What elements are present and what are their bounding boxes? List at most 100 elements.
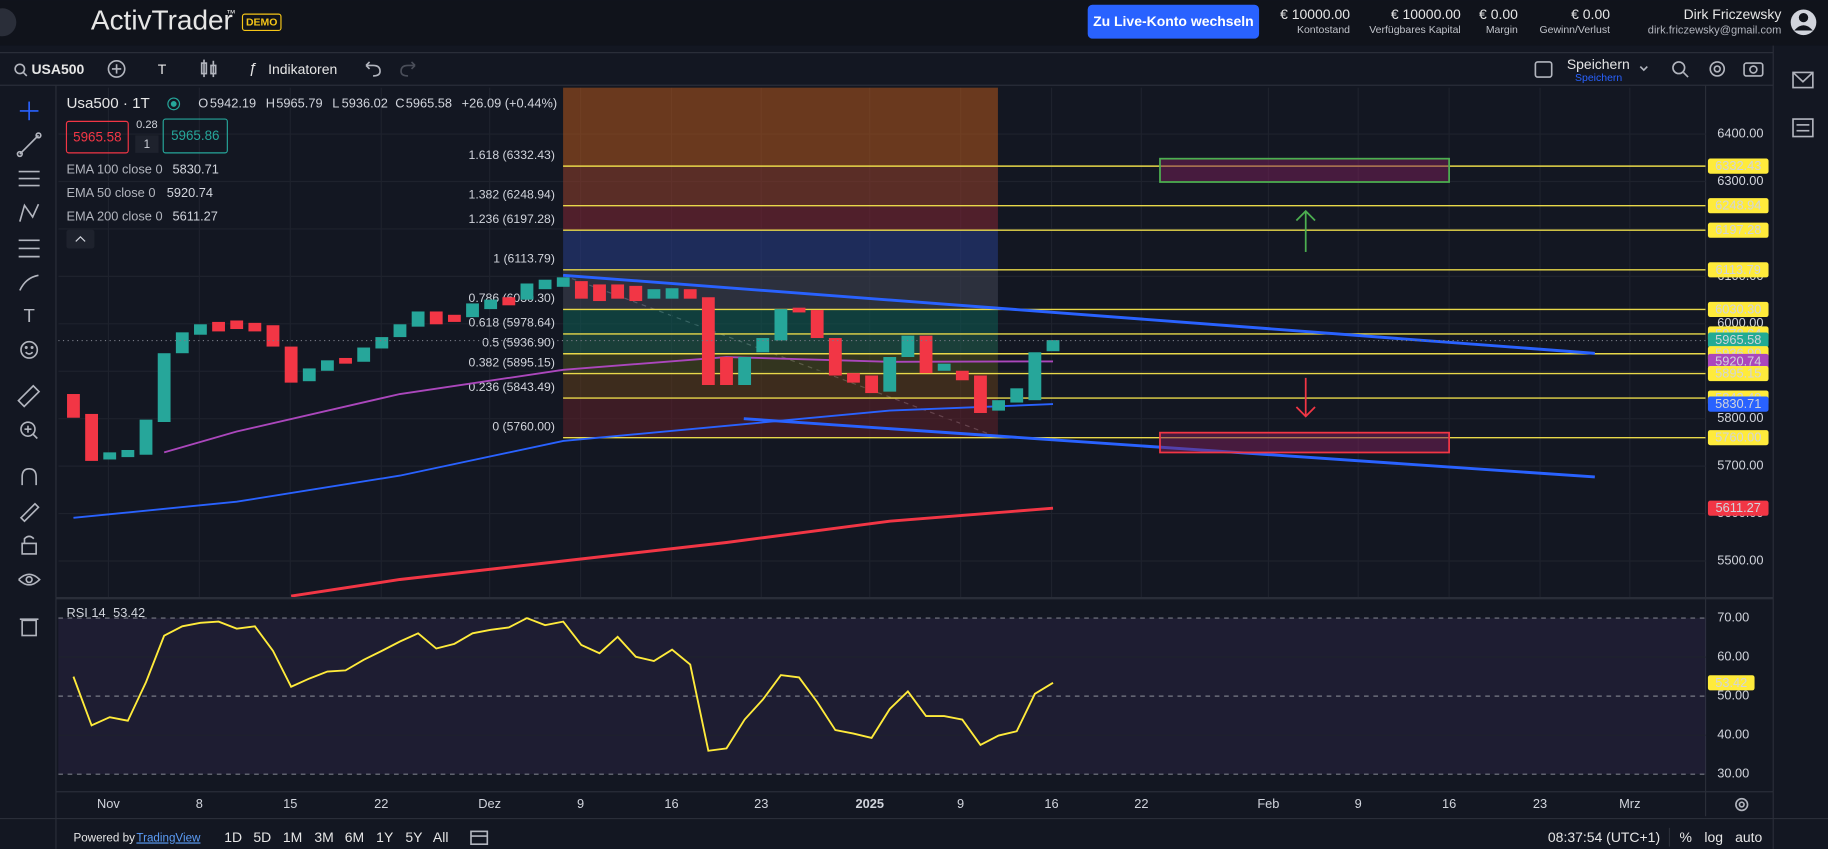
chart-style-icon[interactable] [200, 59, 217, 78]
screenshot[interactable] [1743, 62, 1764, 77]
y-tick-label: 5800.00 [1717, 410, 1763, 425]
indicator-icon[interactable]: ƒ [248, 60, 256, 77]
up-arrow[interactable] [1295, 209, 1316, 252]
candle [357, 347, 371, 362]
news-icon[interactable] [1792, 118, 1814, 138]
ask-price[interactable]: 5965.86 [171, 128, 219, 143]
range-button[interactable]: 6M [345, 829, 364, 845]
logo: ActivTrader [91, 5, 233, 36]
avatar[interactable] [1790, 9, 1817, 36]
target-box[interactable] [1159, 431, 1450, 454]
x-tick-label: 9 [957, 796, 964, 811]
rsi-title: RSI 14 [66, 605, 105, 620]
down-arrow[interactable] [1295, 377, 1316, 418]
x-tick-label: Dez [478, 796, 501, 811]
candle [1028, 352, 1042, 401]
save-button[interactable]: Speichern [1567, 56, 1630, 72]
sell-box[interactable] [65, 120, 129, 154]
lot[interactable]: 1 [144, 138, 150, 151]
price-tag-label: 5760.00 [1715, 430, 1761, 445]
symbol[interactable]: USA500 [31, 61, 84, 77]
quick-search[interactable] [1672, 61, 1689, 78]
candle [738, 357, 752, 386]
range-button[interactable]: 5D [253, 829, 271, 845]
layout-checkbox[interactable] [1534, 61, 1553, 78]
candle [774, 309, 788, 341]
save-menu[interactable] [1639, 66, 1648, 72]
interval[interactable]: T [158, 61, 167, 77]
live-button[interactable] [1087, 4, 1260, 39]
log-toggle[interactable]: log [1704, 829, 1723, 845]
pattern-tool[interactable] [19, 203, 40, 222]
visibility-tool[interactable] [18, 573, 41, 586]
sidebar-toggle[interactable] [0, 8, 17, 37]
clock: 08:37:54 (UTC+1) [1548, 829, 1660, 845]
collapse-icon[interactable] [75, 235, 86, 242]
icon-tool[interactable] [20, 340, 39, 359]
range-button[interactable]: 1M [283, 829, 302, 845]
x-tick-label: 22 [374, 796, 388, 811]
buy-box[interactable] [162, 118, 228, 154]
user-email: dirk.friczewsky@gmail.com [1648, 24, 1782, 36]
settings[interactable] [1709, 61, 1726, 77]
candle [574, 281, 588, 299]
mail-icon[interactable] [1792, 71, 1814, 89]
crosshair-tool[interactable] [19, 101, 39, 121]
indicators-button[interactable]: Indikatoren [268, 61, 337, 77]
draw-mode[interactable] [19, 502, 40, 523]
price-tag-label: 5611.27 [1716, 500, 1761, 515]
axis-settings[interactable] [1735, 797, 1749, 812]
brand-link[interactable]: TradingView [136, 831, 201, 844]
rsi-line [72, 617, 1054, 752]
range-button[interactable]: All [433, 829, 449, 845]
date-range-icon[interactable] [470, 830, 489, 846]
magnet-tool[interactable] [21, 467, 37, 486]
ema-name: EMA 100 close 0 [66, 162, 162, 177]
range-button[interactable]: 1Y [376, 829, 394, 845]
upper-trendline[interactable] [562, 273, 1595, 355]
undo[interactable] [365, 61, 381, 77]
fib-tool[interactable] [18, 170, 40, 187]
brush-tool[interactable] [19, 274, 39, 291]
candle [865, 375, 879, 394]
candle [901, 335, 915, 358]
candle [375, 337, 389, 349]
candle [647, 289, 661, 299]
delete-tool[interactable] [19, 618, 39, 637]
search-icon[interactable] [14, 63, 28, 77]
candle [701, 297, 715, 386]
x-tick-label: 9 [577, 796, 584, 811]
zoom-tool[interactable] [20, 421, 38, 440]
ohlc-value: 5936.02 [342, 95, 388, 110]
ohlc-key: L [332, 95, 339, 110]
x-tick-label: 23 [1533, 796, 1547, 811]
lock-tool[interactable] [21, 535, 37, 555]
add-symbol[interactable] [107, 59, 126, 78]
target-box[interactable] [1159, 157, 1450, 183]
trademark: ™ [226, 9, 235, 19]
candle [194, 324, 207, 335]
price-tag [1707, 396, 1769, 412]
text-tool[interactable]: T [23, 305, 34, 326]
percent-toggle[interactable]: % [1680, 829, 1692, 845]
range-button[interactable]: 3M [314, 829, 333, 845]
ohlc-key: C [395, 95, 404, 110]
stat-value: € 10000.00 [1391, 6, 1461, 22]
ema-name: EMA 200 close 0 [66, 208, 162, 223]
candle [266, 325, 280, 347]
price-tag [1707, 365, 1769, 382]
auto-toggle[interactable]: auto [1735, 829, 1762, 845]
projection-tool[interactable] [18, 239, 40, 258]
trendline-tool[interactable] [16, 132, 42, 158]
overlay: 6400.006300.006200.006100.006000.005900.… [66, 95, 1769, 811]
candle [665, 288, 679, 299]
range-button[interactable]: 1D [224, 829, 242, 845]
bid-price[interactable]: 5965.58 [73, 129, 121, 144]
lot-box[interactable] [135, 135, 159, 153]
rsi-tick-label: 40.00 [1717, 727, 1749, 742]
live-button-text[interactable]: Zu Live-Konto wechseln [1093, 13, 1254, 29]
ruler-tool[interactable] [17, 384, 41, 408]
range-button[interactable]: 5Y [405, 829, 423, 845]
collapse-legend[interactable] [66, 229, 95, 249]
header-bar [0, 0, 1828, 46]
